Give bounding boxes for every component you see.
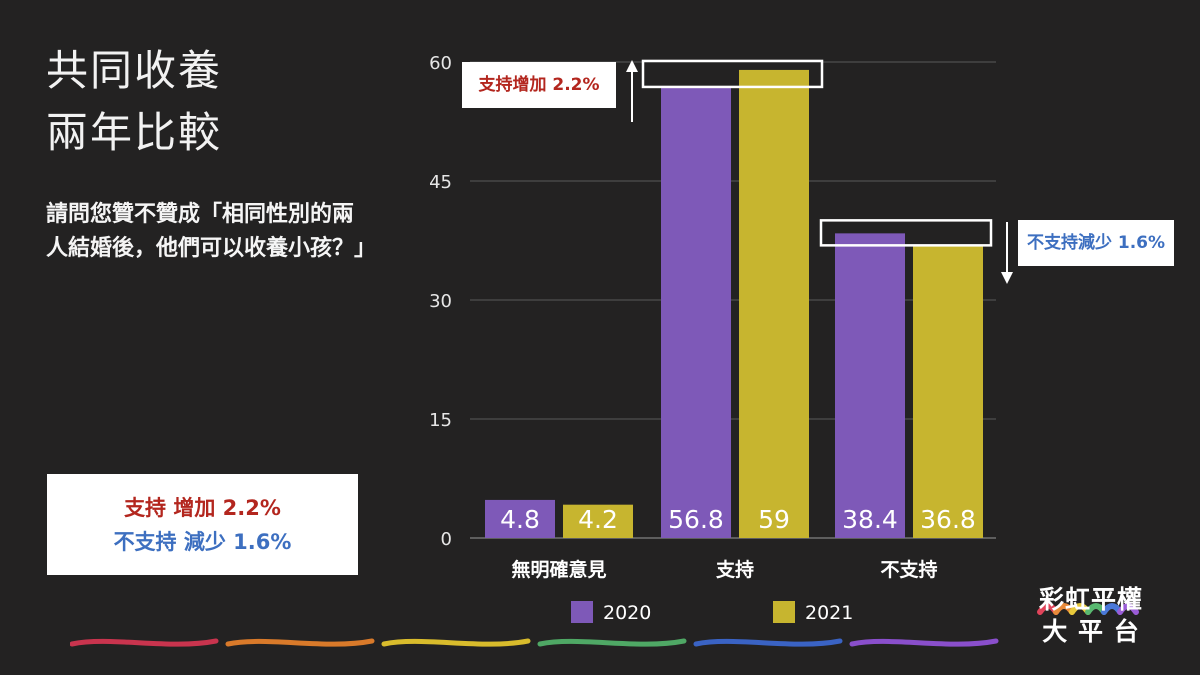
rainbow-logo-icon	[1037, 603, 1139, 615]
rainbow-divider	[70, 638, 999, 647]
support-highlight-box	[641, 59, 824, 89]
title-line-1: 共同收養	[46, 46, 223, 95]
data-label: 38.4	[842, 505, 898, 534]
down-arrowhead-icon	[1001, 272, 1013, 284]
category-label: 支持	[715, 558, 754, 581]
bar	[485, 499, 555, 538]
category-label: 不支持	[880, 558, 937, 581]
data-label: 56.8	[668, 505, 724, 534]
bar	[739, 69, 809, 538]
y-tick-label: 60	[429, 53, 452, 74]
data-label: 59	[758, 505, 790, 534]
summary-box: 支持 增加 2.2% 不支持 減少 1.6%	[47, 474, 358, 575]
bar	[563, 504, 633, 538]
title-line-2: 兩年比較	[46, 108, 223, 157]
logo-line-2: 大 平 台	[1042, 617, 1140, 646]
survey-question: 請問您贊不贊成「相同性別的兩人結婚後，他們可以收養小孩？」	[46, 202, 377, 261]
data-label: 36.8	[920, 505, 976, 534]
data-label: 4.8	[500, 505, 540, 534]
data-label: 4.2	[578, 505, 618, 534]
y-tick-label: 45	[429, 172, 452, 193]
legend-label: 2021	[805, 602, 853, 624]
bar	[913, 246, 983, 538]
legend-swatch	[773, 601, 795, 623]
y-tick-label: 30	[429, 291, 452, 312]
logo-text: 彩虹平權 大 平 台	[1036, 584, 1146, 648]
bar	[661, 87, 731, 539]
legend-label: 2020	[603, 602, 651, 624]
support-increase-callout: 支持增加 2.2%	[462, 62, 616, 108]
up-arrowhead-icon	[626, 60, 638, 72]
category-label: 無明確意見	[511, 558, 606, 581]
oppose-decrease-callout: 不支持減少 1.6%	[1018, 220, 1174, 266]
bar	[835, 233, 905, 539]
legend-swatch	[571, 601, 593, 623]
page-title: 共同收養 兩年比較	[46, 40, 222, 164]
summary-support-line: 支持 增加 2.2%	[124, 495, 281, 520]
y-tick-label: 0	[441, 529, 452, 550]
oppose-highlight-box	[819, 219, 993, 247]
logo-line-1: 彩虹平權	[1038, 585, 1143, 614]
summary-oppose-line: 不支持 減少 1.6%	[113, 529, 292, 554]
y-tick-label: 15	[429, 410, 452, 431]
